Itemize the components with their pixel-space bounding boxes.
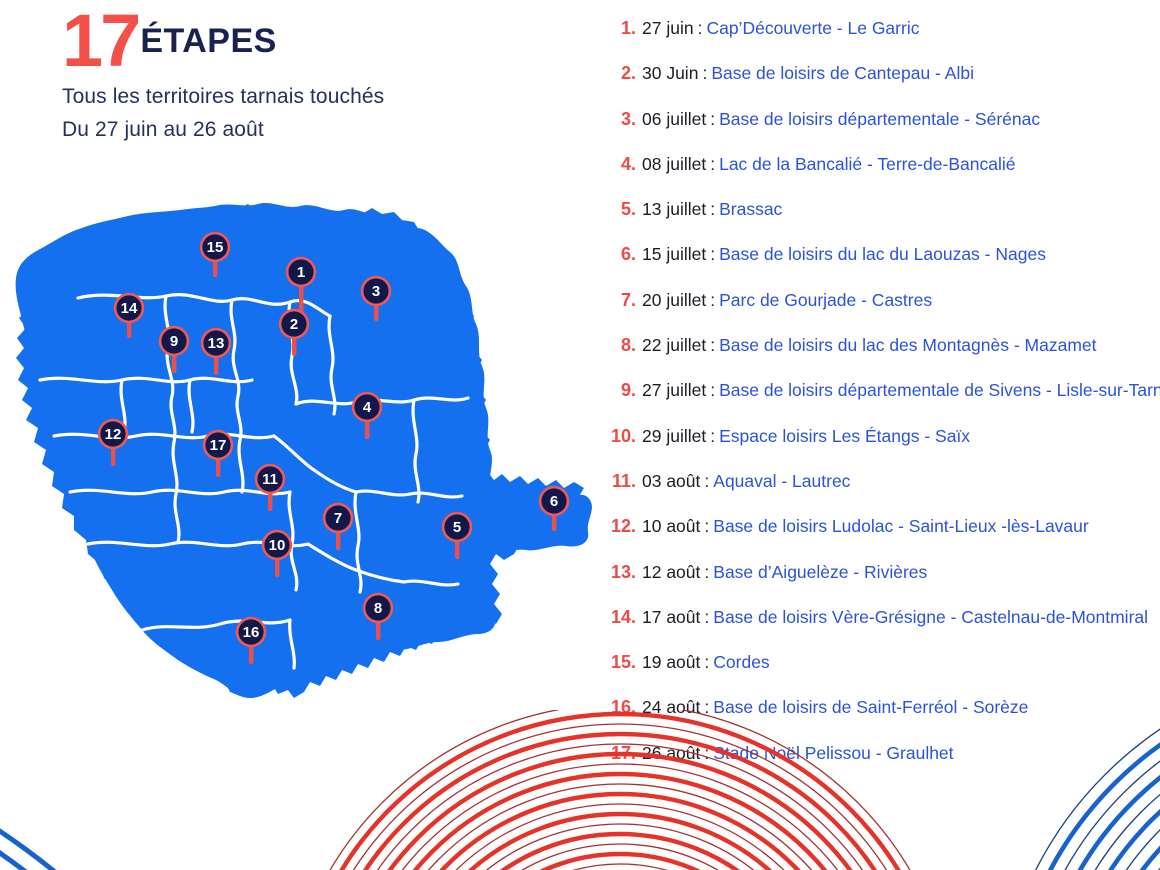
map-svg: 15 14 1 3 [15,203,592,698]
stage-list-item[interactable]: 9. 27 juillet : Base de loisirs départem… [606,380,1160,425]
stage-venue: Base de loisirs de Saint-Ferréol - Sorèz… [713,697,1029,718]
stage-list-item[interactable]: 10. 29 juillet : Espace loisirs Les Étan… [606,426,1160,471]
stage-venue: Brassac [719,199,783,220]
stage-list-item[interactable]: 17. 26 août : Stade Noël Pelissou - Grau… [606,743,1160,788]
stage-date: 17 août [642,606,701,627]
stage-venue: Base de loisirs du lac des Montagnès - M… [719,335,1097,356]
stage-separator: : [710,289,716,310]
title-row: 17 ÉTAPES [62,0,532,82]
stage-date: 29 juillet [642,425,707,446]
stage-number: 8. [620,335,636,356]
stage-number: 3. [620,108,636,129]
stage-separator: : [710,425,716,446]
deco-blue-left-lines [0,828,57,870]
map-department-shape [15,203,592,698]
stage-number: 1. [620,18,636,38]
stage-separator: : [710,108,716,129]
stage-separator: : [710,335,716,356]
stage-date: 19 août [642,652,701,673]
stage-separator: : [702,63,708,84]
stage-venue: Parc de Gourjade - Castres [719,289,933,310]
stage-date: 15 juillet [642,244,707,265]
stage-list-item[interactable]: 12. 10 août : Base de loisirs Ludolac - … [606,516,1160,561]
stage-date: 27 juin [642,18,694,38]
stage-separator: : [710,244,716,265]
stage-separator: : [704,697,710,718]
stage-list-item[interactable]: 15. 19 août : Cordes [606,652,1160,697]
stage-list-item[interactable]: 8. 22 juillet : Base de loisirs du lac d… [606,335,1160,380]
stage-venue: Espace loisirs Les Étangs - Saïx [719,425,971,446]
stage-date: 03 août [642,470,701,491]
stage-venue: Base de loisirs Ludolac - Saint-Lieux -l… [713,516,1089,537]
stage-date: 20 juillet [642,289,707,310]
stage-venue: Base d’Aiguelèze - Rivières [713,561,928,582]
stage-date: 22 juillet [642,335,707,356]
stage-venue: Cordes [713,652,770,673]
stage-number: 11. [611,470,636,491]
tarn-map: 15 14 1 3 [0,198,600,718]
stage-date: 30 Juin [642,63,699,84]
stage-list-item[interactable]: 14. 17 août : Base de loisirs Vère-Grési… [606,607,1160,652]
stage-separator: : [704,516,710,537]
stage-venue: Base de loisirs de Cantepau - Albi [711,63,974,84]
stage-number: 6. [620,244,636,265]
stage-number: 16. [610,697,636,718]
stage-venue: Base de loisirs départementale de Sivens… [719,380,1160,401]
stage-list-item[interactable]: 16. 24 août : Base de loisirs de Saint-F… [606,697,1160,742]
stage-list-item[interactable]: 2. 30 Juin : Base de loisirs de Cantepau… [606,63,1160,108]
stage-number: 13. [610,561,636,582]
stage-list-item[interactable]: 1. 27 juin : Cap’Découverte - Le Garric [606,18,1160,63]
stage-list-item[interactable]: 7. 20 juillet : Parc de Gourjade - Castr… [606,290,1160,335]
stage-date: 24 août [642,697,701,718]
stage-separator: : [704,470,710,491]
stage-number: 12. [610,516,636,537]
stage-venue: Stade Noël Pelissou - Graulhet [713,742,954,763]
stage-separator: : [710,199,716,220]
stage-count-word: ÉTAPES [140,22,277,60]
stage-date: 26 août [642,742,701,763]
stage-number: 7. [620,289,636,310]
stage-separator: : [710,380,716,401]
stage-date: 08 juillet [642,153,707,174]
stage-list-item[interactable]: 6. 15 juillet : Base de loisirs du lac d… [606,244,1160,289]
stage-list-item[interactable]: 5. 13 juillet : Brassac [606,199,1160,244]
stage-separator: : [697,18,703,38]
stage-list-item[interactable]: 4. 08 juillet : Lac de la Bancalié - Ter… [606,154,1160,199]
stage-number: 14. [610,606,636,627]
stage-venue: Aquaval - Lautrec [713,470,851,491]
stage-number: 15. [610,652,636,673]
stage-number: 5. [620,199,636,220]
stage-separator: : [704,561,710,582]
stage-separator: : [710,153,716,174]
stage-separator: : [704,652,710,673]
stage-number: 17. [610,742,636,763]
stage-number: 10. [610,425,636,446]
map-commune-borders [38,293,470,670]
stage-separator: : [704,606,710,627]
stage-date: 13 juillet [642,199,707,220]
stage-date: 12 août [642,561,701,582]
stage-separator: : [704,742,710,763]
stage-list-item[interactable]: 13. 12 août : Base d’Aiguelèze - Rivière… [606,562,1160,607]
subtitle-line-1: Tous les territoires tarnais touchés [62,85,385,108]
stage-venue: Base de loisirs Vère-Grésigne - Castelna… [713,606,1149,627]
header-block: 17 ÉTAPES Tous les territoires tarnais t… [62,0,532,142]
stage-number: 2. [620,63,636,84]
stage-venue: Lac de la Bancalié - Terre-de-Bancalié [719,153,1016,174]
stage-venue: Cap’Découverte - Le Garric [706,18,920,38]
stage-list: 1. 27 juin : Cap’Découverte - Le Garric … [606,18,1160,788]
stage-count-number: 17 [62,0,141,82]
stage-date: 10 août [642,516,701,537]
stage-date: 06 juillet [642,108,707,129]
stage-list-item[interactable]: 3. 06 juillet : Base de loisirs départem… [606,109,1160,154]
stage-date: 27 juillet [642,380,707,401]
stage-venue: Base de loisirs départementale - Sérénac [719,108,1041,129]
subtitle-line-2: Du 27 juin au 26 août [62,118,264,141]
stage-venue: Base de loisirs du lac du Laouzas - Nage… [719,244,1046,265]
stage-number: 4. [620,153,636,174]
stage-list-item[interactable]: 11. 03 août : Aquaval - Lautrec [606,471,1160,516]
stage-number: 9. [620,380,636,401]
